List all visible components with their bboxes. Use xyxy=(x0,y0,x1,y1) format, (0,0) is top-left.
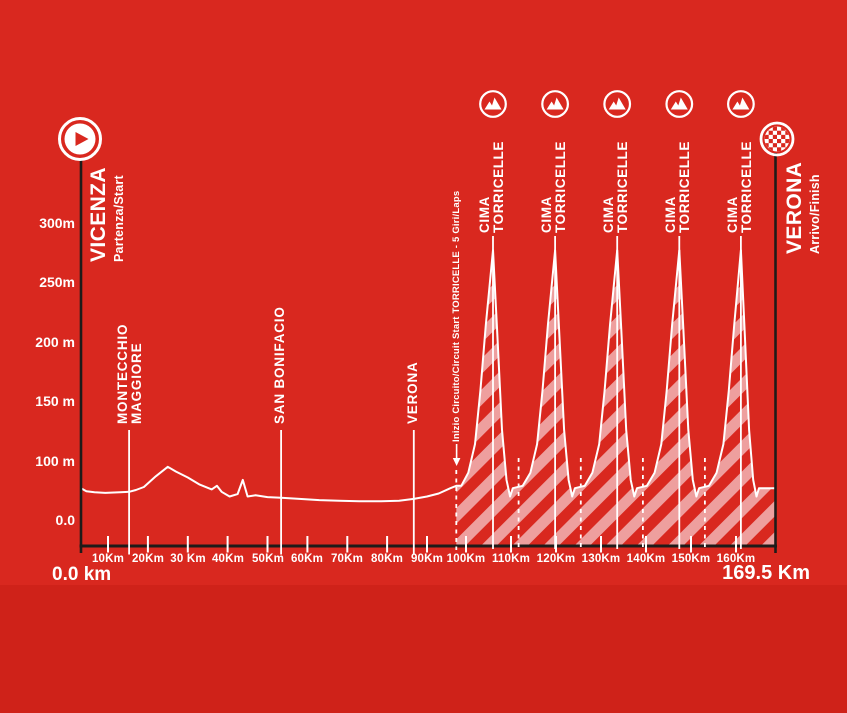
x-tick-label: 150Km xyxy=(671,553,711,565)
circuit-start-note: Inizio Circuito/Circuit Start TORRICELLE… xyxy=(451,190,462,442)
start-play-icon xyxy=(58,117,102,161)
climb-label-line: TORRICELLE xyxy=(739,140,754,233)
x-tick-label: 120Km xyxy=(536,553,576,565)
place-marker-label-line: MONTECCHIO xyxy=(115,323,130,424)
footer-band xyxy=(0,585,847,713)
x-tick-label: 80Km xyxy=(370,553,404,565)
y-axis-label: 100 m xyxy=(35,453,75,469)
x-tick-label: 20Km xyxy=(131,553,165,565)
x-tick-label: 30 Km xyxy=(170,553,206,565)
y-axis-label: 0.0 xyxy=(55,512,75,528)
climb-label: CIMA TORRICELLE xyxy=(477,140,506,233)
mountain-icon xyxy=(665,90,694,118)
y-axis-label: 200 m xyxy=(35,334,75,350)
x-tick-label: 60Km xyxy=(290,553,324,565)
start-label: VICENZA Partenza/Start xyxy=(87,167,127,262)
climb-label-line: CIMA xyxy=(725,196,740,233)
start-city: VICENZA xyxy=(87,167,110,262)
finish-city: VERONA xyxy=(783,161,806,254)
km-end-label: 169.5 Km xyxy=(722,562,810,584)
circuit-arrow-head xyxy=(452,458,461,466)
x-tick-label: 70Km xyxy=(330,553,364,565)
climb-label: CIMA TORRICELLE xyxy=(601,140,630,233)
climb-label: CIMA TORRICELLE xyxy=(539,140,568,233)
mountain-icon xyxy=(479,90,507,118)
climb-label-line: TORRICELLE xyxy=(677,140,692,233)
place-marker-label-line: SAN BONIFACIO xyxy=(272,306,287,424)
place-marker-label-line: VERONA xyxy=(405,361,420,424)
x-tick-label: 10Km xyxy=(91,553,125,565)
mountain-icon xyxy=(541,90,569,118)
circuit-hatched-area xyxy=(456,250,775,546)
start-role: Partenza/Start xyxy=(112,175,126,262)
climb-label: CIMA TORRICELLE xyxy=(663,140,692,233)
elevation-profile-line xyxy=(80,249,776,503)
finish-checkered-icon xyxy=(759,121,795,157)
x-tick-label: 140Km xyxy=(626,553,666,565)
climb-label-line: TORRICELLE xyxy=(615,140,630,233)
mountain-icon xyxy=(603,90,632,118)
place-marker-label: MONTECCHIO MAGGIORE xyxy=(115,323,144,424)
x-tick-label: 90Km xyxy=(410,553,444,565)
place-marker-label-line: MAGGIORE xyxy=(128,342,144,424)
climb-label-line: CIMA xyxy=(539,196,554,233)
x-tick-label: 160Km xyxy=(716,553,756,565)
place-marker-label: VERONA xyxy=(405,361,420,424)
x-tick-label: 40Km xyxy=(211,553,245,565)
x-tick-label: 50Km xyxy=(251,553,285,565)
climb-label-line: CIMA xyxy=(477,196,492,233)
climb-label: CIMA TORRICELLE xyxy=(725,140,754,233)
place-marker-label: SAN BONIFACIO xyxy=(272,306,287,424)
x-tick-label: 110Km xyxy=(491,553,531,565)
y-axis-label: 250m xyxy=(39,274,75,290)
finish-label: VERONA Arrivo/Finish xyxy=(783,162,823,254)
climb-label-line: TORRICELLE xyxy=(491,140,506,233)
x-tick-label: 130Km xyxy=(581,553,621,565)
climb-label-line: CIMA xyxy=(663,196,678,233)
finish-role: Arrivo/Finish xyxy=(808,174,822,254)
x-tick-label: 100Km xyxy=(446,553,486,565)
climb-label-line: CIMA xyxy=(601,196,616,233)
climb-label-line: TORRICELLE xyxy=(553,140,568,233)
mountain-icon xyxy=(727,90,755,118)
km-start-label: 0.0 km xyxy=(52,564,112,585)
y-axis-label: 150 m xyxy=(35,393,75,409)
y-axis-label: 300m xyxy=(39,215,75,231)
